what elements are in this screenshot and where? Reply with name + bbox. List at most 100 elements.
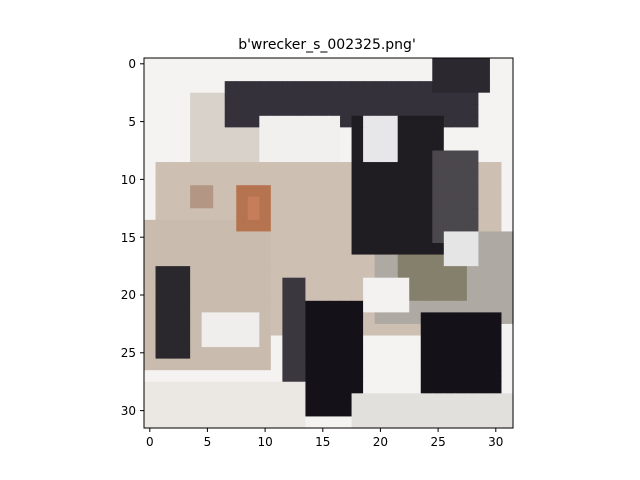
image-pixel [489,81,503,94]
image-pixel [328,208,341,221]
image-pixel [489,323,503,337]
image-pixel [489,358,503,371]
image-pixel [340,104,353,117]
image-pixel [443,404,456,418]
image-pixel [201,254,214,267]
image-pixel [270,231,283,244]
image-pixel [316,69,330,82]
image-pixel [293,381,307,394]
image-pixel [167,138,180,152]
image-pixel [144,393,157,406]
image-pixel [420,370,433,383]
image-pixel [190,58,203,71]
image-pixel [478,185,491,198]
image-pixel [397,58,410,71]
image-pixel [386,173,399,186]
image-pixel [259,289,272,302]
image-pixel [293,196,307,209]
image-pixel [351,208,364,221]
image-pixel [190,69,203,82]
image-pixel [478,370,491,383]
image-pixel [201,312,214,325]
image-pixel [144,219,157,233]
image-pixel [167,254,180,267]
image-pixel [282,358,295,371]
image-pixel [432,347,445,360]
image-pixel [316,115,330,128]
image-pixel [167,277,180,290]
image-pixel [293,404,307,418]
image-pixel [443,150,456,163]
image-pixel [213,81,226,94]
image-pixel [293,347,307,360]
image-pixel [455,115,468,128]
image-pixel [167,312,180,325]
image-pixel [259,150,272,163]
image-pixel [316,300,330,313]
image-pixel [247,300,260,313]
image-pixel [409,173,422,186]
image-pixel [466,162,480,175]
image-pixel [305,254,318,267]
image-pixel [455,104,468,117]
image-pixel [340,416,353,429]
image-pixel [374,277,387,290]
image-pixel [455,81,468,94]
y-tick-label: 25 [121,346,136,360]
x-tick: 5 [204,428,211,449]
image-pixel [213,219,226,233]
image-pixel [178,393,191,406]
image-pixel [501,231,514,244]
image-pixel [386,381,399,394]
image-pixel [455,277,468,290]
image-pixel [213,381,226,394]
image-pixel [282,393,295,406]
image-pixel [259,416,272,429]
image-pixel [397,69,410,82]
image-pixel [386,358,399,371]
image-pixel [224,208,237,221]
image-pixel [167,162,180,175]
image-pixel [340,254,353,267]
image-pixel [443,104,456,117]
image-pixel [259,173,272,186]
image-pixel [455,196,468,209]
image-pixel [351,243,364,256]
image-pixel [351,196,364,209]
image-pixel [144,254,157,267]
image-pixel [397,404,410,418]
image-pixel [328,358,341,371]
image-pixel [432,138,445,152]
image-pixel [397,416,410,429]
image-pixel [282,370,295,383]
image-pixel [282,347,295,360]
image-pixel [144,81,157,94]
image-pixel [213,277,226,290]
image-pixel [155,208,168,221]
image-pixel [489,231,503,244]
image-pixel [386,254,399,267]
image-pixel [386,208,399,221]
image-pixel [213,185,226,198]
image-pixel [293,69,307,82]
image-pixel [190,335,203,348]
image-pixel [178,69,191,82]
image-pixel [167,92,180,105]
image-pixel [316,173,330,186]
image-pixel [489,416,503,429]
image-pixel [167,381,180,394]
image-pixel [328,312,341,325]
image-pixel [282,312,295,325]
image-pixel [397,92,410,105]
image-pixel [386,138,399,152]
image-pixel [443,358,456,371]
image-pixel [224,115,237,128]
image-pixel [489,138,503,152]
image-frame [143,57,514,429]
image-pixel [293,138,307,152]
image-pixel [305,347,318,360]
image-pixel [489,92,503,105]
image-pixel [443,219,456,233]
image-pixel [305,69,318,82]
image-pixel [293,150,307,163]
